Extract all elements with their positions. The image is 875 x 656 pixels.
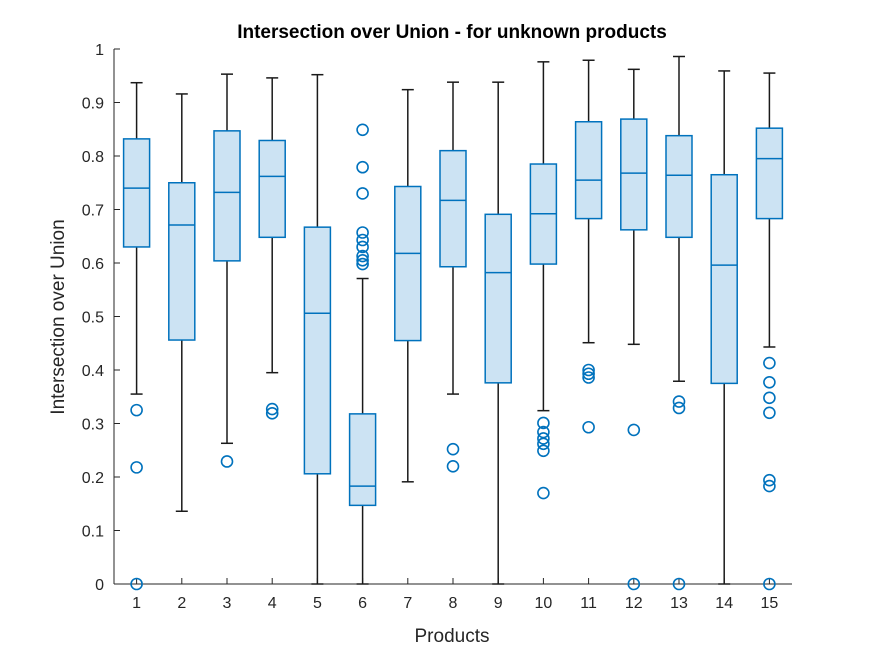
- y-tick-label: 0: [95, 577, 104, 594]
- outlier-point: [220, 455, 234, 468]
- x-tick-label: 1: [132, 595, 141, 612]
- x-tick-label: 2: [177, 595, 186, 612]
- x-tick-label: 12: [625, 595, 643, 612]
- outlier-point: [537, 416, 550, 430]
- box-iqr: [665, 134, 693, 239]
- outlier-point: [763, 406, 776, 420]
- x-tick-label: 13: [670, 595, 688, 612]
- y-tick-label: 0.2: [82, 470, 104, 487]
- outlier-point: [356, 240, 369, 254]
- box-iqr: [303, 226, 332, 475]
- plot-area: 00.10.20.30.40.50.60.70.80.911 2 3 4 5 6 7 8 9 10…: [82, 42, 792, 612]
- outlier-point: [356, 123, 369, 137]
- box-iqr: [574, 121, 603, 220]
- box-iqr: [394, 185, 422, 342]
- outlier-point: [446, 442, 460, 456]
- outlier-point: [356, 249, 369, 263]
- outlier-point: [537, 486, 550, 500]
- x-tick-label: 10: [535, 595, 553, 612]
- box-iqr: [755, 127, 784, 220]
- y-tick-label: 0.6: [82, 256, 104, 273]
- y-tick-label: 0.4: [82, 363, 104, 380]
- box-iqr: [710, 173, 738, 385]
- outlier-point: [265, 407, 279, 420]
- outlier-point: [582, 363, 595, 377]
- x-axis-label: Products: [415, 626, 490, 647]
- x-tick-label: 4: [268, 595, 277, 612]
- outlier-point: [672, 395, 686, 408]
- outlier-point: [763, 376, 776, 389]
- box-iqr: [168, 182, 196, 341]
- outlier-point: [537, 437, 550, 451]
- box-iqr: [348, 413, 377, 507]
- outlier-point: [763, 577, 776, 591]
- y-tick-label: 0.8: [82, 149, 104, 166]
- chart-title: Intersection over Union - for unknown pr…: [237, 22, 667, 43]
- y-tick-label: 1: [95, 42, 104, 59]
- x-tick-label: 9: [494, 595, 503, 612]
- outlier-point: [763, 479, 776, 493]
- outlier-point: [537, 432, 550, 445]
- outlier-point: [130, 577, 143, 591]
- y-tick-label: 0.9: [82, 96, 104, 113]
- y-tick-label: 0.5: [82, 310, 104, 327]
- outlier-point: [582, 420, 595, 434]
- x-tick-label: 5: [313, 595, 322, 612]
- outlier-point: [763, 473, 776, 487]
- x-tick-label: 15: [761, 595, 779, 612]
- box-iqr: [122, 138, 151, 248]
- y-tick-label: 0.3: [82, 417, 104, 434]
- x-tick-label: 8: [449, 595, 458, 612]
- x-tick-label: 11: [580, 595, 597, 612]
- outlier-point: [356, 160, 369, 174]
- outlier-point: [672, 577, 686, 591]
- outlier-point: [446, 459, 460, 473]
- outlier-point: [356, 254, 369, 267]
- outlier-point: [356, 257, 369, 271]
- outlier-point: [356, 233, 369, 247]
- outlier-point: [582, 371, 595, 384]
- y-tick-label: 0.7: [82, 203, 104, 220]
- outlier-point: [763, 391, 776, 405]
- outlier-point: [130, 403, 143, 417]
- outlier-point: [672, 401, 686, 415]
- outlier-point: [265, 402, 279, 416]
- outlier-point: [763, 356, 776, 370]
- outlier-point: [537, 444, 550, 458]
- outlier-point: [356, 187, 369, 200]
- x-tick-label: 6: [358, 595, 367, 612]
- box-iqr: [439, 149, 467, 268]
- outlier-point: [130, 461, 143, 474]
- outlier-point: [582, 367, 595, 381]
- outlier-point: [356, 226, 369, 239]
- x-tick-label: 7: [403, 595, 412, 612]
- box-iqr: [258, 139, 286, 239]
- x-tick-label: 3: [223, 595, 232, 612]
- box-iqr: [620, 118, 648, 231]
- y-axis-label: Intersection over Union: [48, 219, 69, 414]
- box-iqr: [484, 213, 512, 384]
- box-iqr: [213, 130, 241, 262]
- outlier-point: [627, 423, 641, 437]
- outlier-point: [627, 577, 641, 591]
- x-tick-label: 14: [715, 595, 733, 612]
- y-tick-label: 0.1: [82, 524, 104, 541]
